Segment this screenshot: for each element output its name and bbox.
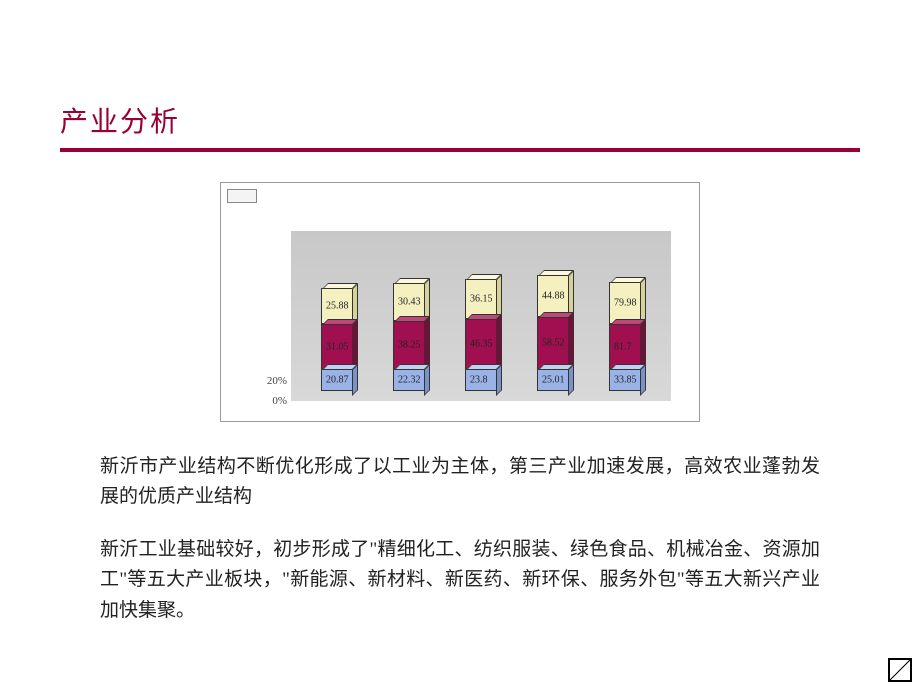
bar-column: 44.88 58.52 25.01 (537, 241, 569, 391)
corner-fold-icon (888, 658, 912, 682)
bar-segment-middle: 38.25 (393, 321, 425, 369)
paragraph-2: 新沂工业基础较好，初步形成了"精细化工、纺织服装、绿色食品、机械冶金、资源加工"… (100, 535, 820, 626)
paragraph-1: 新沂市产业结构不断优化形成了以工业为主体，第三产业加速发展，高效农业蓬勃发展的优… (100, 452, 820, 513)
page-title: 产业分析 (60, 100, 180, 140)
bar-column: 79.98 81.7 33.85 (609, 241, 641, 391)
bar-segment-upper: 44.88 (537, 275, 569, 317)
bar-group: 25.88 31.05 20.87 30.43 38.25 22.32 36.15 46.35… (301, 241, 661, 391)
bar-column: 25.88 31.05 20.87 (321, 241, 353, 391)
title-underline (60, 148, 860, 152)
bar-value-label: 22.32 (396, 375, 421, 386)
bar-value-label: 33.85 (612, 375, 637, 386)
bar-value-label: 36.15 (468, 294, 493, 305)
bar-value-label: 44.88 (540, 291, 565, 302)
bar-value-label: 25.88 (324, 301, 349, 312)
bar-value-label: 46.35 (468, 339, 493, 350)
bar-segment-bottom: 20.87 (321, 369, 353, 391)
bar-segment-middle: 58.52 (537, 317, 569, 369)
bar-value-label: 31.05 (324, 341, 349, 352)
bar-segment-middle: 46.35 (465, 319, 497, 369)
bar-value-label: 25.01 (540, 375, 565, 386)
bar-segment-middle: 31.05 (321, 324, 353, 369)
industry-chart: 0% 20% 25.88 31.05 20.87 30.43 38.25 22.32 36.… (220, 182, 700, 422)
bar-segment-bottom: 22.32 (393, 369, 425, 391)
bar-value-label: 23.8 (468, 375, 488, 386)
y-axis-label-1: 20% (267, 375, 291, 387)
bar-value-label: 20.87 (324, 375, 349, 386)
bar-column: 36.15 46.35 23.8 (465, 241, 497, 391)
bar-segment-upper: 79.98 (609, 282, 641, 324)
bar-value-label: 30.43 (396, 297, 421, 308)
y-axis-label-0: 0% (272, 395, 291, 407)
title-row: 产业分析 (60, 100, 860, 140)
bar-segment-upper: 36.15 (465, 279, 497, 319)
slide: 产业分析 0% 20% 25.88 31.05 20.87 30.43 38.25 22.… (0, 0, 920, 690)
bar-value-label: 81.7 (612, 341, 632, 352)
bar-column: 30.43 38.25 22.32 (393, 241, 425, 391)
bar-value-label: 38.25 (396, 340, 421, 351)
bar-segment-bottom: 25.01 (537, 369, 569, 391)
chart-legend-box (227, 189, 257, 203)
bar-segment-middle: 81.7 (609, 324, 641, 369)
chart-plot-area: 0% 20% 25.8831.0520.8730.4338.2522.3236.… (291, 231, 671, 401)
bar-value-label: 79.98 (612, 298, 637, 309)
bar-segment-bottom: 23.8 (465, 369, 497, 391)
bar-value-label: 58.52 (540, 338, 565, 349)
bar-segment-bottom: 33.85 (609, 369, 641, 391)
